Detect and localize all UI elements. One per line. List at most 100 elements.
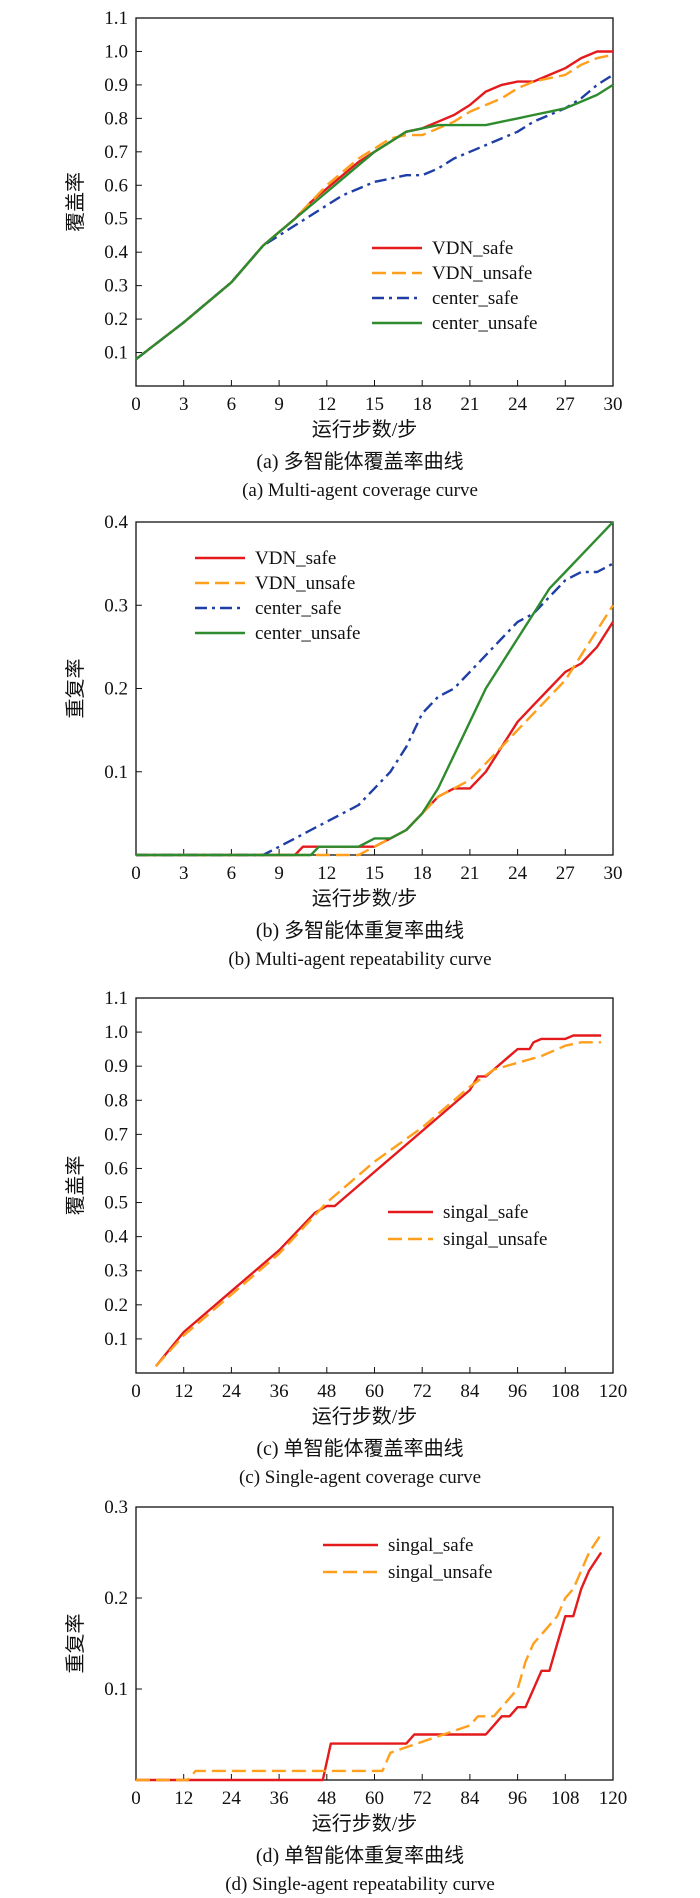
plot-frame — [135, 1506, 614, 1781]
y-tick-label: 0.3 — [104, 1261, 128, 1282]
plot-frame — [135, 17, 614, 387]
x-tick-label: 3 — [179, 863, 189, 884]
y-tick-label: 0.8 — [104, 1090, 128, 1111]
x-tick-label: 36 — [270, 1788, 289, 1809]
y-tick-label: 0.2 — [104, 1295, 128, 1316]
y-tick-label: 0.7 — [104, 142, 128, 163]
y-tick-label: 0.2 — [104, 1588, 128, 1609]
y-tick-label: 0.5 — [104, 1193, 128, 1214]
x-tick-label: 24 — [508, 394, 528, 415]
y-tick-label: 1.1 — [104, 988, 128, 1009]
y-tick-label: 1.0 — [104, 1022, 128, 1043]
x-tick-label: 27 — [556, 394, 575, 415]
y-tick-label: 0.3 — [104, 1497, 128, 1518]
x-tick-label: 12 — [317, 863, 336, 884]
y-tick-label: 0.1 — [104, 343, 128, 364]
x-tick-label: 24 — [222, 1381, 242, 1402]
legend-label: center_safe — [432, 288, 519, 309]
plot-frame — [135, 997, 614, 1374]
y-tick-label: 0.2 — [104, 679, 128, 700]
chart-panel-2: 0 3 6 9 12 15 18 21 24 27 30 0.1 0.2 0.3 0.4 运行步数/步 重复率 (… — [64, 512, 623, 970]
x-tick-label: 84 — [460, 1788, 480, 1809]
legend-label: VDN_safe — [432, 238, 513, 259]
x-tick-label: 12 — [174, 1381, 193, 1402]
x-tick-label: 96 — [508, 1381, 527, 1402]
x-tick-label: 0 — [131, 863, 141, 884]
x-tick-label: 84 — [460, 1381, 480, 1402]
y-tick-label: 0.8 — [104, 108, 128, 129]
y-tick-label: 0.1 — [104, 762, 128, 783]
y-tick-label: 0.4 — [104, 512, 128, 533]
x-tick-label: 24 — [222, 1788, 242, 1809]
x-tick-label: 24 — [508, 863, 528, 884]
legend-label: center_safe — [255, 598, 342, 619]
series-line-singal-unsafe — [155, 1041, 602, 1368]
caption-en: (b) Multi-agent repeatability curve — [228, 949, 491, 970]
x-tick-label: 108 — [551, 1381, 580, 1402]
x-tick-label: 18 — [413, 863, 432, 884]
y-tick-label: 0.9 — [104, 75, 128, 96]
x-tick-label: 48 — [317, 1788, 336, 1809]
series-line-vdn-unsafe — [135, 53, 614, 361]
series-line-center-unsafe — [136, 521, 614, 857]
y-tick-label: 1.1 — [104, 8, 128, 29]
legend-label: center_unsafe — [432, 313, 538, 334]
caption-en: (d) Single-agent repeatability curve — [225, 1874, 495, 1895]
y-axis-label: 重复率 — [64, 659, 87, 719]
x-tick-label: 18 — [413, 394, 432, 415]
y-tick-label: 0.4 — [104, 242, 128, 263]
x-tick-label: 12 — [317, 394, 336, 415]
x-tick-label: 12 — [174, 1788, 193, 1809]
x-tick-label: 15 — [365, 863, 384, 884]
x-tick-label: 21 — [460, 863, 479, 884]
x-tick-label: 0 — [131, 1788, 141, 1809]
caption-cn: (a) 多智能体覆盖率曲线 — [256, 450, 463, 473]
y-tick-label: 0.1 — [104, 1679, 128, 1700]
x-tick-label: 72 — [413, 1381, 432, 1402]
series-line-center-safe — [136, 562, 614, 857]
x-tick-label: 0 — [131, 1381, 141, 1402]
chart-panel-3: 0 12 24 36 48 60 72 84 96 108 120 0.1 0.2 0.3 0.4 0.5 0.… — [64, 988, 627, 1488]
caption-en: (c) Single-agent coverage curve — [239, 1467, 481, 1488]
x-tick-label: 60 — [365, 1788, 384, 1809]
series-line-singal-safe — [154, 1034, 602, 1367]
chart-panel-1: 0 3 6 9 12 15 18 21 24 27 30 0.1 0.2 0.3 0.4 0.5 0.6 0.7 0… — [64, 8, 623, 501]
y-tick-label: 0.9 — [104, 1056, 128, 1077]
x-tick-label: 48 — [317, 1381, 336, 1402]
legend-label: singal_safe — [443, 1202, 528, 1223]
series-line-center-safe — [135, 73, 614, 361]
y-tick-label: 0.5 — [104, 209, 128, 230]
caption-cn: (b) 多智能体重复率曲线 — [256, 919, 464, 942]
chart-panel-4: 0 12 24 36 48 60 72 84 96 108 120 0.1 0.2 0.3 运行步数/步 重复… — [64, 1497, 627, 1895]
x-axis-label: 运行步数/步 — [312, 1812, 418, 1835]
caption-en: (a) Multi-agent coverage curve — [242, 480, 478, 501]
x-tick-label: 21 — [460, 394, 479, 415]
y-tick-label: 0.4 — [104, 1227, 128, 1248]
x-tick-label: 9 — [274, 863, 284, 884]
legend-label: VDN_safe — [255, 548, 336, 569]
x-tick-label: 108 — [551, 1788, 580, 1809]
x-tick-label: 120 — [599, 1788, 628, 1809]
y-tick-label: 1.0 — [104, 41, 128, 62]
legend-label: VDN_unsafe — [432, 263, 532, 284]
x-tick-label: 6 — [227, 394, 237, 415]
y-tick-label: 0.3 — [104, 595, 128, 616]
x-tick-label: 9 — [274, 394, 284, 415]
y-tick-label: 0.1 — [104, 1329, 128, 1350]
y-axis-label: 覆盖率 — [64, 172, 87, 232]
x-tick-label: 3 — [179, 394, 189, 415]
series-line-center-unsafe — [135, 83, 614, 361]
y-axis-label: 覆盖率 — [64, 1156, 87, 1216]
x-tick-label: 30 — [604, 394, 623, 415]
series-line-singal-unsafe — [136, 1533, 603, 1782]
series-line-vdn-unsafe — [136, 604, 615, 857]
x-axis-label: 运行步数/步 — [312, 1405, 418, 1428]
x-tick-label: 15 — [365, 394, 384, 415]
x-tick-label: 36 — [270, 1381, 289, 1402]
x-tick-label: 27 — [556, 863, 575, 884]
legend-label: singal_unsafe — [388, 1562, 492, 1583]
y-tick-label: 0.6 — [104, 1158, 128, 1179]
y-tick-label: 0.3 — [104, 276, 128, 297]
x-tick-label: 96 — [508, 1788, 527, 1809]
